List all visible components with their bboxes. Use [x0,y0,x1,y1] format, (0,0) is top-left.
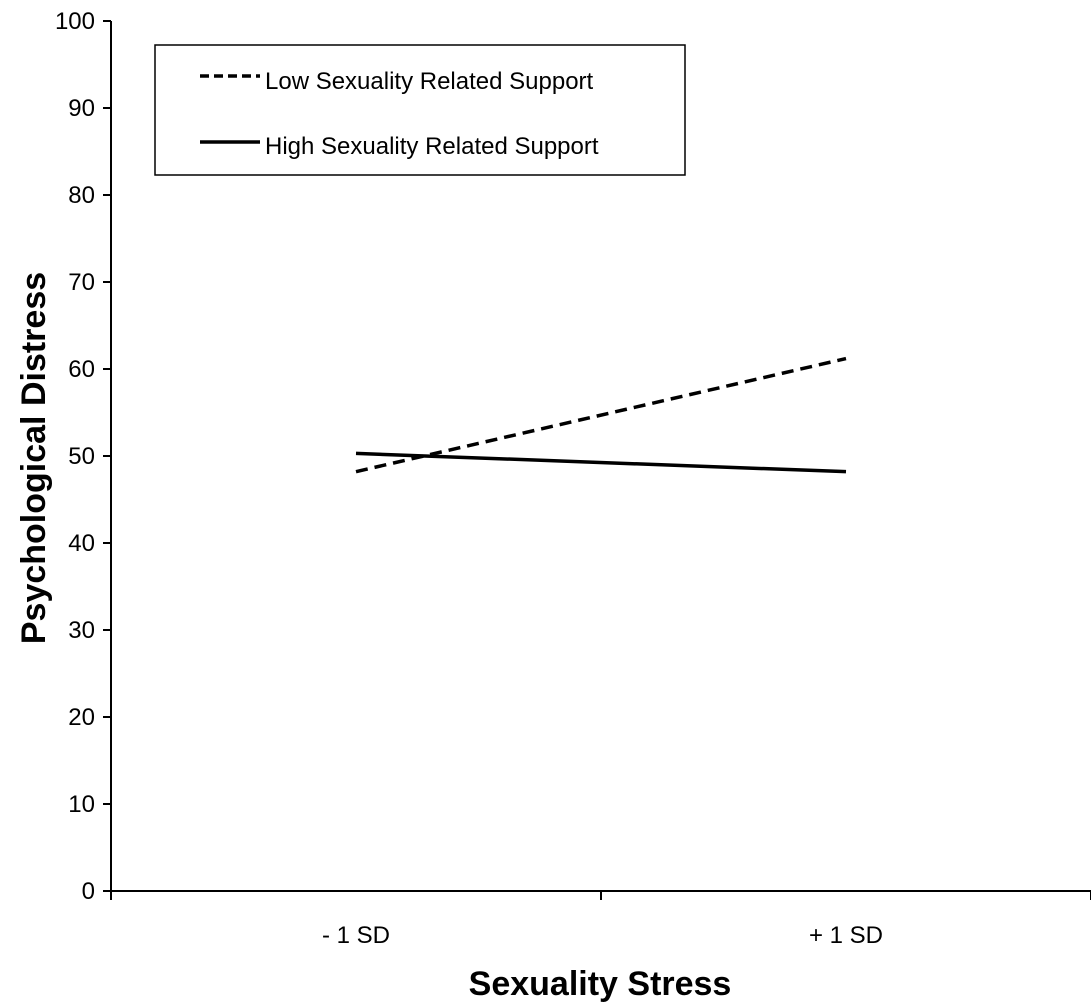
series-line-low-support [355,356,847,474]
legend-label-low-support: Low Sexuality Related Support [265,68,594,95]
legend-label-high-support: High Sexuality Related Support [265,133,599,160]
y-tick-label: 50 [68,443,95,470]
x-tick-label: + 1 SD [809,922,883,949]
legend-box [154,44,686,176]
x-axis-ticks: - 1 SD + 1 SD [110,891,1091,949]
y-tick-label: 40 [68,530,95,557]
y-tick-label: 0 [82,878,95,905]
y-tick-label: 90 [68,95,95,122]
y-axis-title: Psychological Distress [15,272,53,644]
series-line-high-support [355,451,847,474]
y-tick-label: 80 [68,182,95,209]
y-tick-label: 100 [55,8,95,35]
y-tick-label: 20 [68,704,95,731]
y-axis-ticks: 0 10 20 30 40 50 60 70 80 90 100 [55,8,111,905]
y-tick-label: 10 [68,791,95,818]
series-layer [355,356,847,474]
y-tick-label: 60 [68,356,95,383]
x-tick-label: - 1 SD [322,922,390,949]
y-tick-label: 30 [68,617,95,644]
legend: Low Sexuality Related Support High Sexua… [154,44,686,176]
y-tick-label: 70 [68,269,95,296]
x-axis-title: Sexuality Stress [469,965,732,1003]
